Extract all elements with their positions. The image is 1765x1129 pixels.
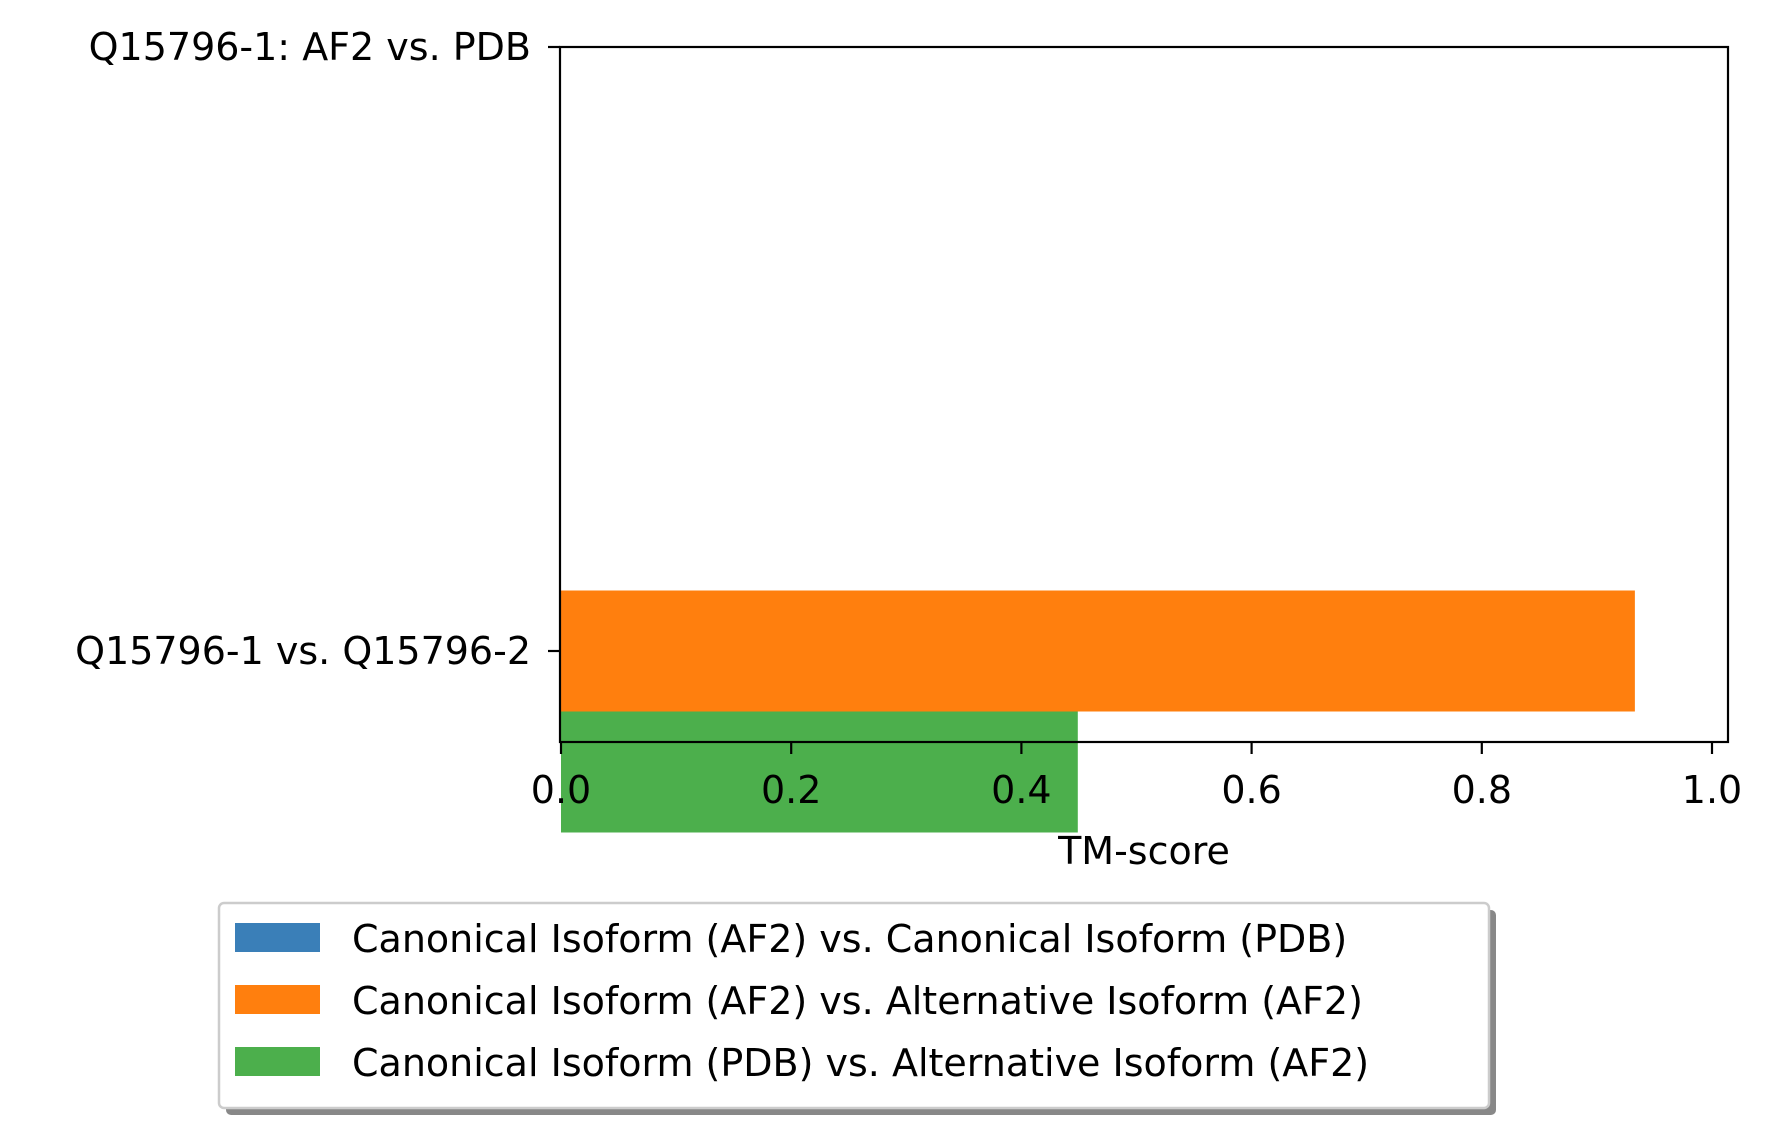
bar-2-2 [561,590,1635,712]
y-axis: Q15796-1: AF2 vs. PDB Q15796-1 vs. Q15796… [75,25,560,673]
y-tick-label: Q15796-1: AF2 vs. PDB [89,25,531,69]
x-axis-label: TM-score [1057,829,1230,873]
x-tick-label: 0.6 [1221,768,1281,812]
legend-swatch-3 [235,1047,320,1076]
plot-frame [558,45,1730,744]
legend-entries: Canonical Isoform (AF2) vs. Canonical Is… [235,917,1369,1085]
x-axis: 0.0 0.2 0.4 0.6 0.8 1.0 [531,742,1742,812]
legend-swatch-2 [235,985,320,1014]
x-tick-label: 1.0 [1682,768,1742,812]
bars-layer [561,590,1635,833]
x-tick-label: 0.0 [531,768,591,812]
legend-label-3: Canonical Isoform (PDB) vs. Alternative … [352,1041,1369,1085]
bar-3-2 [561,711,1078,833]
legend: Canonical Isoform (AF2) vs. Canonical Is… [217,901,1496,1115]
legend-label-2: Canonical Isoform (AF2) vs. Alternative … [352,979,1363,1023]
legend-swatch-1 [235,923,320,952]
x-tick-label: 0.4 [991,768,1051,812]
x-tick-label: 0.8 [1452,768,1512,812]
x-tick-label: 0.2 [761,768,821,812]
y-tick-label: Q15796-1 vs. Q15796-2 [75,629,531,673]
legend-label-1: Canonical Isoform (AF2) vs. Canonical Is… [352,917,1347,961]
legend-box [217,901,1491,1110]
